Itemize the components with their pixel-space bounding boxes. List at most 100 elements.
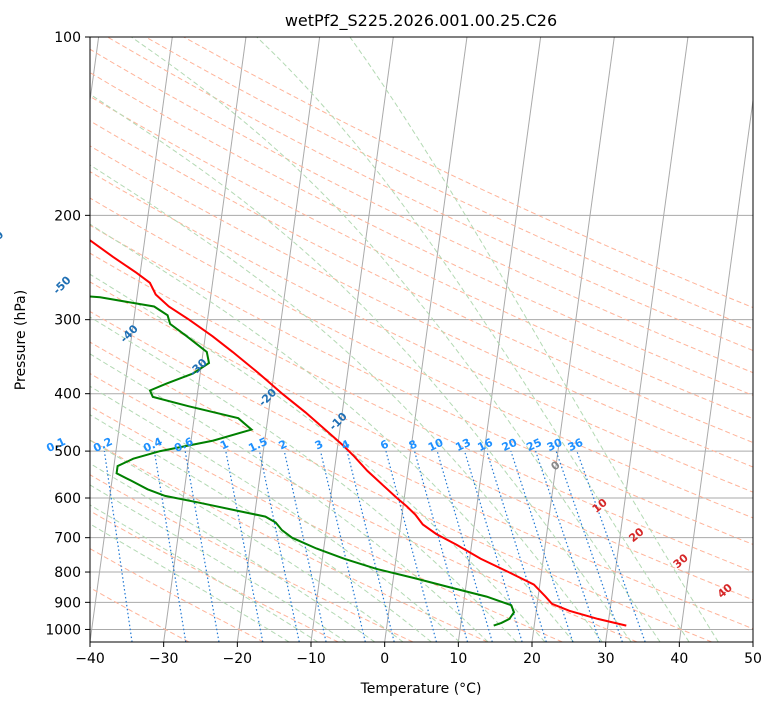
dry-adiabat: [107, 37, 753, 352]
data-series: [90, 239, 627, 627]
dry-adiabat: [90, 224, 753, 545]
x-tick-label: 10: [449, 651, 467, 667]
y-tick-label: 900: [54, 595, 81, 611]
dry-adiabat: [90, 171, 753, 493]
dry-adiabat: [90, 48, 753, 374]
dry-adiabat: [90, 145, 753, 468]
dewpoint-line: [90, 295, 516, 627]
isotherm-line: [163, 37, 247, 642]
moist-adiabat: [90, 504, 319, 642]
y-tick-label: 500: [54, 444, 81, 460]
dry-adiabat: [183, 37, 753, 309]
y-tick-label: 700: [54, 531, 81, 547]
mixing-ratio-line: [486, 450, 547, 642]
moist-adiabat-label: 40: [715, 581, 735, 601]
background-lines: [90, 37, 753, 642]
y-tick-label: 100: [54, 30, 81, 46]
isotherm-line: [236, 37, 321, 642]
mixing-ratio-line: [510, 450, 574, 642]
dry-adiabat: [90, 341, 712, 642]
dry-adiabat: [90, 510, 339, 642]
isotherm-line: [752, 638, 753, 642]
dry-adiabat: [90, 310, 753, 630]
mixing-ratio-label: 10: [426, 436, 446, 454]
x-axis: −40 −30 −20 −10 0 10 20 30 40 50: [75, 642, 762, 667]
dry-adiabat: [90, 71, 753, 396]
isotherm-line: [678, 96, 753, 642]
dry-adiabat: [145, 37, 753, 330]
mixing-ratio-line: [413, 450, 469, 642]
moist-adiabat: [90, 223, 574, 642]
mixing-ratio-line: [184, 450, 220, 642]
moist-adiabat: [256, 37, 690, 642]
x-tick-label: −30: [149, 651, 179, 667]
y-tick-label: 1000: [45, 622, 81, 638]
mixing-ratio-label: 13: [453, 436, 472, 454]
dry-adiabat: [90, 252, 753, 573]
dry-adiabat-label: -50: [50, 273, 73, 296]
mixing-ratio-line: [319, 450, 366, 642]
moist-adiabat: [90, 316, 517, 642]
mixing-ratio-line: [346, 450, 395, 642]
dry-adiabat-label: -10: [327, 410, 350, 433]
line-labels: 0.10.20.40.611.52346810131620253036-100-…: [0, 228, 735, 601]
mixing-ratio-line: [535, 450, 601, 642]
y-tick-label: 200: [54, 208, 81, 224]
x-tick-label: 40: [670, 651, 688, 667]
x-tick-label: −20: [223, 651, 253, 667]
moist-adiabat: [349, 37, 719, 642]
isotherm-line: [384, 37, 468, 642]
dry-adiabat-label: -40: [118, 322, 141, 345]
mixing-ratio-label: 6: [378, 437, 391, 452]
dry-adiabat: [90, 281, 753, 601]
y-tick-label: 600: [54, 491, 81, 507]
mixing-ratio-line: [283, 450, 327, 642]
moist-adiabat: [90, 484, 347, 642]
dry-adiabat: [90, 197, 753, 519]
mixing-ratio-line: [385, 450, 438, 642]
dry-adiabat-label: -60: [0, 228, 6, 251]
dry-adiabat: [90, 439, 488, 642]
moist-adiabat: [90, 385, 461, 642]
mixing-ratio-label: 3: [313, 437, 325, 452]
mixing-ratio-line: [576, 450, 646, 642]
plot-frame: [89, 36, 754, 643]
dry-adiabat-label: -30: [187, 356, 210, 379]
mixing-ratio-label: 0.6: [172, 435, 195, 455]
y-axis-label: Pressure (hPa): [13, 290, 29, 390]
y-tick-label: 400: [54, 387, 81, 403]
dry-adiabat: [90, 474, 414, 642]
moist-adiabat-label: 0: [548, 458, 562, 473]
x-tick-label: −40: [75, 651, 105, 667]
mixing-ratio-label: 30: [545, 436, 565, 454]
x-tick-label: 20: [523, 651, 541, 667]
isotherm-line: [531, 37, 615, 642]
mixing-ratio-line: [555, 450, 623, 642]
mixing-ratio-line: [103, 451, 133, 642]
x-tick-label: 30: [597, 651, 615, 667]
x-tick-label: 0: [380, 651, 389, 667]
dry-adiabat: [90, 373, 638, 642]
dry-adiabat: [90, 405, 563, 642]
mixing-ratio-line: [225, 450, 264, 642]
x-axis-label: Temperature (°C): [360, 681, 482, 697]
moist-adiabat: [131, 37, 661, 642]
mixing-ratio-label: 2: [277, 437, 289, 452]
temperature-line: [90, 239, 627, 627]
mixing-ratio-line: [153, 451, 187, 642]
moist-adiabat: [90, 414, 432, 642]
y-tick-label: 300: [54, 313, 81, 329]
moist-adiabat: [90, 164, 603, 642]
moist-adiabat: [90, 273, 546, 642]
moist-adiabat: [90, 462, 376, 642]
mixing-ratio-label: 36: [566, 436, 586, 454]
dry-adiabat: [90, 95, 753, 420]
mixing-ratio-line: [436, 450, 493, 642]
x-tick-label: 50: [744, 651, 762, 667]
mixing-ratio-label: 16: [476, 436, 496, 454]
dry-adiabat: [90, 548, 264, 642]
dry-adiabat: [90, 120, 753, 444]
mixing-ratio-label: 0.2: [91, 435, 114, 455]
moist-adiabat-label: 30: [671, 551, 691, 571]
